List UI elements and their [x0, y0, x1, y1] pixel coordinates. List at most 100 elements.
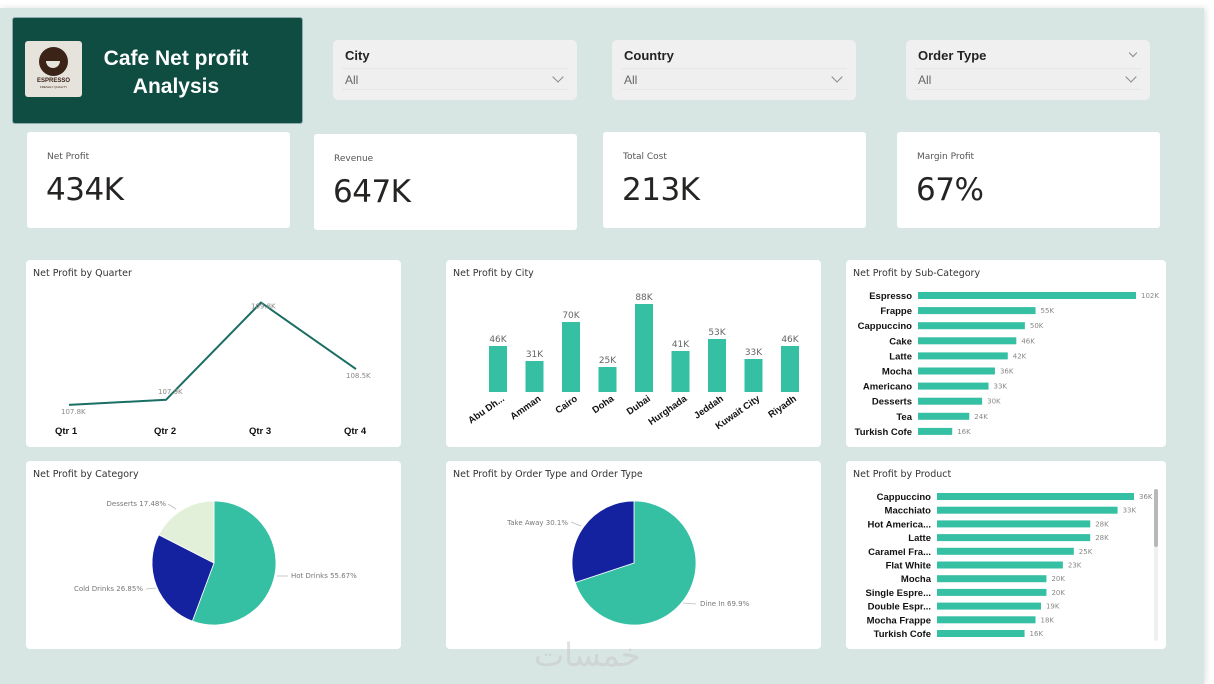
bar	[918, 292, 1136, 299]
chart-title: Net Profit by Product	[853, 469, 952, 480]
bar	[937, 534, 1091, 542]
y-tick-label: Mocha	[901, 574, 932, 585]
x-tick-label: Dubai	[625, 393, 653, 417]
data-label: 23K	[1068, 562, 1082, 570]
bar	[918, 337, 1017, 345]
chart-title: Net Profit by Order Type and Order Type	[453, 469, 643, 480]
product-bar-chart: Cappuccino 36K Macchiato 33K Hot America... 2…	[866, 492, 1153, 640]
data-label: 28K	[1095, 520, 1109, 528]
pie-slice	[158, 500, 215, 564]
y-tick-label: Single Espre...	[866, 588, 931, 599]
bar	[708, 339, 726, 392]
bar	[918, 367, 995, 375]
bar	[489, 346, 507, 392]
slice-label: Desserts 17.48%	[107, 500, 167, 508]
country-slicer-label: Country	[624, 48, 674, 63]
pie-slice	[574, 500, 697, 626]
collapse-chevron-icon[interactable]	[1128, 48, 1138, 58]
data-label: 31K	[526, 350, 544, 360]
y-tick-label: Latte	[889, 351, 912, 362]
panel-net-profit-by-subcategory[interactable]: Net Profit by Sub-Category Espresso 102K F…	[846, 260, 1166, 447]
data-label: 25K	[599, 356, 617, 366]
y-tick-label: Americano	[863, 382, 912, 393]
order-type-slicer[interactable]: Order Type All	[906, 40, 1150, 100]
city-dropdown[interactable]: All	[342, 68, 568, 90]
city-slicer[interactable]: City All	[333, 40, 577, 100]
bar	[937, 575, 1047, 583]
x-tick-label: Abu Dh...	[466, 393, 506, 426]
bar	[781, 346, 799, 392]
data-label: 36K	[1139, 493, 1153, 501]
quarter-line	[68, 301, 357, 406]
bar	[918, 397, 983, 405]
data-label: 25K	[1079, 548, 1093, 556]
data-label: 33K	[745, 348, 763, 358]
chevron-down-icon[interactable]	[1125, 71, 1137, 83]
chart-title: Net Profit by Category	[33, 469, 139, 480]
data-label: 107.9K	[158, 388, 183, 396]
bar	[918, 307, 1036, 315]
data-label: 19K	[1046, 603, 1060, 611]
x-tick-label: Hurghada	[647, 393, 690, 428]
logo-tagline: FRESHLY QUALITY	[39, 85, 68, 89]
panel-net-profit-by-order-type[interactable]: Net Profit by Order Type and Order Type …	[446, 461, 821, 649]
panel-net-profit-by-city[interactable]: Net Profit by City 46K Abu Dh... 31K Amman 7…	[446, 260, 821, 447]
y-tick-label: Hot America...	[867, 519, 931, 530]
data-label: 16K	[1030, 630, 1044, 638]
order-type-dropdown-value: All	[918, 73, 932, 87]
data-label: 108.5K	[346, 372, 371, 380]
data-label: 55K	[1041, 307, 1055, 315]
scrollbar-thumb[interactable]	[1154, 489, 1158, 547]
city-dropdown-value: All	[345, 73, 359, 87]
chart-title: Net Profit by Sub-Category	[853, 268, 981, 279]
x-tick-label: Cairo	[554, 393, 580, 416]
kpi-value: 213K	[622, 172, 700, 208]
data-label: 109.8K	[251, 303, 276, 311]
x-tick-label: Qtr 2	[154, 426, 176, 437]
y-tick-label: Espresso	[869, 291, 912, 302]
kpi-label: Total Cost	[623, 152, 667, 162]
y-tick-label: Cappuccino	[858, 321, 913, 332]
kpi-card-margin-profit: Margin Profit 67%	[897, 132, 1160, 228]
panel-net-profit-by-product[interactable]: Net Profit by Product Cappuccino 36K Macch…	[846, 461, 1166, 649]
data-label: 20K	[1051, 575, 1065, 583]
data-label: 30K	[987, 398, 1001, 406]
chevron-down-icon[interactable]	[552, 71, 564, 83]
bar	[744, 359, 763, 392]
bar	[671, 351, 690, 392]
bar	[937, 520, 1091, 528]
data-label: 18K	[1041, 616, 1055, 624]
leader-line	[167, 503, 177, 510]
x-tick-label: Qtr 3	[249, 426, 271, 437]
y-tick-label: Desserts	[872, 397, 912, 408]
chart-title: Net Profit by City	[453, 268, 534, 279]
panel-net-profit-by-category[interactable]: Net Profit by Category Hot Drinks 55.67%…	[26, 461, 401, 649]
order-type-dropdown[interactable]: All	[915, 68, 1141, 90]
city-bar-chart: 46K Abu Dh... 31K Amman 70K Cairo 25K Doha 88K Du…	[466, 293, 800, 432]
bar	[598, 367, 617, 392]
title-line-2: Analysis	[132, 75, 220, 98]
quarter-line-chart: 107.8K Qtr 1 107.9K Qtr 2 109.8K Qtr 3 108.5K Q…	[55, 301, 371, 437]
title-card: ESPRESSO FRESHLY QUALITY Cafe Net profit…	[12, 17, 303, 124]
data-label: 53K	[708, 328, 726, 338]
panel-net-profit-by-quarter[interactable]: Net Profit by Quarter 107.8K Qtr 1 107.9K Q…	[26, 260, 401, 447]
kpi-label: Margin Profit	[917, 152, 975, 162]
bar	[525, 361, 544, 392]
country-dropdown[interactable]: All	[621, 68, 847, 90]
data-label: 28K	[1095, 534, 1109, 542]
kpi-card-revenue: Revenue 647K	[314, 134, 577, 230]
bar	[937, 561, 1063, 569]
kpi-value: 434K	[46, 172, 124, 208]
bar	[918, 427, 953, 435]
country-slicer[interactable]: Country All	[612, 40, 856, 100]
x-tick-label: Doha	[590, 393, 616, 416]
category-pie-chart: Hot Drinks 55.67% Cold Drinks 26.85% Desse…	[74, 500, 357, 626]
pie-slice	[191, 500, 277, 626]
bar	[937, 616, 1036, 624]
chevron-down-icon[interactable]	[831, 71, 843, 83]
scrollbar-track[interactable]	[1154, 489, 1158, 641]
y-tick-label: Cappuccino	[877, 492, 932, 503]
data-label: 33K	[994, 383, 1008, 391]
y-tick-label: Double Espr...	[868, 602, 931, 613]
x-tick-label: Riyadh	[766, 393, 798, 420]
